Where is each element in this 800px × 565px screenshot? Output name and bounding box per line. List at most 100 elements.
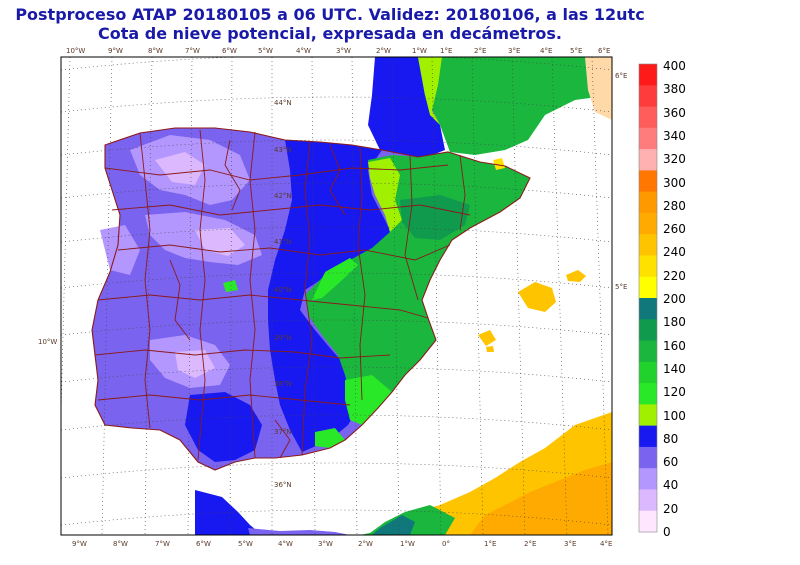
color-scale-label: 300: [663, 175, 686, 190]
top-lon-label: 3°W: [336, 47, 351, 55]
color-scale-swatch: [639, 489, 657, 512]
bottom-lon-label: 9°W: [72, 540, 87, 548]
ibiza: [478, 330, 496, 346]
lat-label: 36°N: [274, 481, 292, 489]
color-scale-border: [638, 63, 658, 533]
andalusia-blue: [185, 392, 262, 462]
map-border: [60, 56, 613, 536]
color-scale-swatch: [639, 383, 657, 405]
bottom-lon-label: 0°: [442, 540, 450, 548]
color-scale-label: 120: [663, 385, 686, 400]
color-scale-bar: [638, 63, 658, 533]
france-green: [418, 57, 612, 155]
lat-label: 40°N: [274, 286, 292, 294]
bottom-lon-label: 1°E: [484, 540, 496, 548]
color-scale-swatch: [639, 106, 657, 129]
south-green: [345, 375, 392, 425]
mallorca: [518, 282, 556, 312]
lat-label: 43°N: [274, 146, 292, 154]
color-scale-swatch: [639, 468, 657, 490]
top-lon-label: 10°W: [66, 47, 85, 55]
east-lime-fringe-2: [312, 258, 358, 300]
bottom-lon-label: 1°W: [400, 540, 415, 548]
map-title-line-1: Postproceso ATAP 20180105 a 06 UTC. Vali…: [15, 5, 645, 24]
lat-label: 37°N: [274, 428, 292, 436]
bottom-lon-label: 6°W: [196, 540, 211, 548]
color-scale-swatch: [639, 255, 657, 278]
map-title-line-2: Cota de nieve potencial, expresada en de…: [98, 24, 562, 43]
africa-west-coast: [248, 528, 350, 535]
formentera: [486, 346, 494, 352]
right-lon-label: 5°E: [615, 283, 627, 291]
france-lime: [418, 57, 442, 125]
right-lon-label: 6°E: [615, 72, 627, 80]
africa-orange-band: [470, 462, 612, 535]
bottom-lon-label: 4°W: [278, 540, 293, 548]
color-scale-label: 240: [663, 245, 686, 260]
lat-label: 39°N: [274, 334, 292, 342]
color-scale-label: 180: [663, 315, 686, 330]
top-lon-label: 2°E: [474, 47, 486, 55]
bottom-lon-label: 3°W: [318, 540, 333, 548]
color-scale-label: 140: [663, 361, 686, 376]
gibraltar-green: [315, 428, 345, 448]
top-lon-labels: 10°W 9°W 8°W 7°W 6°W 5°W 4°W 3°W 2°W 1°W…: [66, 47, 610, 55]
color-scale-swatch: [639, 340, 657, 363]
bottom-lon-label: 3°E: [564, 540, 576, 548]
lilac-pale-3: [175, 350, 215, 378]
color-scale-label: 60: [663, 455, 679, 470]
bottom-lon-label: 8°W: [113, 540, 128, 548]
africa-coast-teal: [372, 515, 415, 535]
bottom-lon-label: 7°W: [155, 540, 170, 548]
color-scale-swatch: [639, 298, 657, 320]
top-lon-label: 4°E: [540, 47, 552, 55]
bottom-lon-label: 5°W: [238, 540, 253, 548]
east-lime-fringe: [368, 158, 402, 232]
color-scale-swatch: [639, 319, 657, 342]
color-scale-swatch: [639, 85, 657, 108]
color-scale-label: 280: [663, 198, 686, 213]
color-scale-swatch: [639, 64, 657, 86]
color-scale-label: 320: [663, 152, 686, 167]
lilac-pale-2: [195, 228, 245, 256]
menorca: [566, 270, 586, 282]
color-scale-label: 360: [663, 105, 686, 120]
bottom-lon-label: 2°E: [524, 540, 536, 548]
lat-label: 38°N: [274, 380, 292, 388]
africa-blue-west: [195, 490, 262, 535]
color-scale-swatch: [639, 404, 657, 427]
top-lon-label: 6°W: [222, 47, 237, 55]
top-lon-label: 1°W: [412, 47, 427, 55]
color-scale-label: 400: [663, 59, 686, 73]
color-scale-swatch: [639, 191, 657, 214]
color-scale-label: 80: [663, 431, 679, 446]
coastline: [91, 127, 531, 471]
top-lon-label: 6°E: [598, 47, 610, 55]
color-scale-swatch: [639, 127, 657, 150]
bottom-lon-label: 2°W: [358, 540, 373, 548]
color-scale-label: 100: [663, 408, 686, 423]
lat-label: 42°N: [274, 192, 292, 200]
color-scale-label: 220: [663, 268, 686, 283]
color-scale-swatch: [639, 212, 657, 235]
color-scale-label: 200: [663, 292, 686, 306]
color-scale-swatch: [639, 425, 657, 448]
bottom-lon-labels: 9°W 8°W 7°W 6°W 5°W 4°W 3°W 2°W 1°W 0° 1…: [72, 540, 612, 548]
color-scale-label: 380: [663, 82, 686, 97]
top-lon-label: 7°W: [185, 47, 200, 55]
color-scale-swatch: [639, 446, 657, 469]
east-blue-band: [268, 140, 392, 452]
color-scale-label: 160: [663, 338, 686, 353]
top-lon-label: 9°W: [108, 47, 123, 55]
color-scale-swatch: [639, 510, 657, 533]
top-lon-label: 2°W: [376, 47, 391, 55]
color-scale-swatch: [639, 170, 657, 193]
graticule: [61, 57, 612, 535]
top-lon-label: 3°E: [508, 47, 520, 55]
alps-peach: [585, 57, 612, 120]
color-scale-label: 0: [663, 525, 671, 539]
top-lon-label: 1°E: [440, 47, 452, 55]
madrid-green: [223, 280, 238, 292]
color-scale-swatch: [639, 276, 657, 299]
color-scale-label: 40: [663, 478, 679, 493]
